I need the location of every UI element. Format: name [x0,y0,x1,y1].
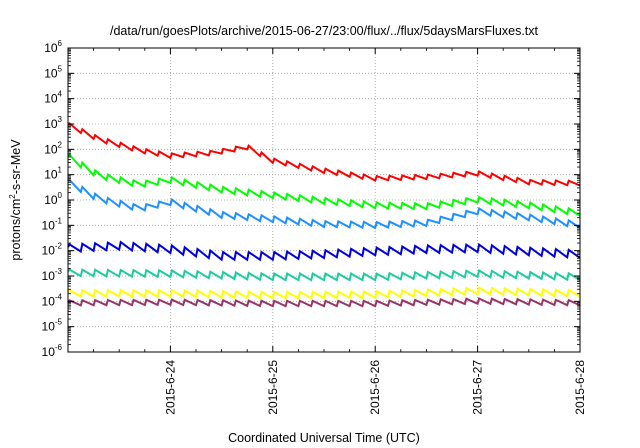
y-tick-label: 10-1 [42,216,63,232]
y-tick-label: 10-5 [42,318,63,334]
y-tick-base: 10 [42,320,56,334]
y-axis-label-rest: -s-sr-MeV [9,139,23,195]
y-tick-label: 102 [44,140,62,156]
y-tick-exp: -4 [55,292,63,301]
series-line [67,240,581,262]
y-axis-label-base: protons/cm [9,199,23,261]
y-tick-base: 10 [42,269,56,283]
y-tick-label: 104 [44,90,62,106]
x-axis-ticks: 2015-6-24 2015-6-25 2015-6-26 2015-6-27 2015… [93,48,587,415]
y-tick-base: 10 [44,66,58,80]
y-tick-base: 10 [44,41,58,55]
y-tick-exp: -6 [55,343,63,352]
y-tick-exp: -5 [55,318,63,327]
y-tick-label: 10-3 [42,267,63,283]
y-tick-label: 10-4 [42,292,63,308]
y-tick-base: 10 [44,117,58,131]
series-line [67,286,581,300]
data-series [67,122,581,308]
series-line [67,122,581,187]
y-tick-base: 10 [42,294,56,308]
series-line [67,268,581,282]
series-line [67,178,581,230]
y-tick-exp: 0 [58,191,63,200]
y-axis-ticks: 10-610-510-410-310-210-11001011021031041… [42,39,580,359]
y-tick-exp: -2 [55,242,63,251]
series-line [67,153,581,217]
y-tick-exp: 5 [58,64,63,73]
y-tick-base: 10 [42,345,56,359]
y-tick-base: 10 [42,218,56,232]
y-tick-label: 101 [44,166,62,182]
y-tick-base: 10 [44,142,58,156]
y-tick-exp: 6 [58,39,63,48]
y-axis-label-sup: 2 [8,194,17,199]
series-line [67,297,581,308]
y-tick-exp: 2 [58,140,63,149]
y-tick-label: 106 [44,39,62,55]
y-tick-label: 105 [44,64,62,80]
y-tick-exp: -1 [55,216,63,225]
x-axis-label: Coordinated Universal Time (UTC) [228,431,420,445]
y-tick-label: 10-6 [42,343,63,359]
y-tick-base: 10 [44,193,58,207]
y-tick-label: 103 [44,115,62,131]
y-tick-exp: 1 [58,166,63,175]
y-tick-exp: -3 [55,267,63,276]
y-tick-exp: 3 [58,115,63,124]
y-tick-base: 10 [44,168,58,182]
x-tick-label: 2015-6-26 [368,360,382,415]
x-tick-label: 2015-6-27 [471,360,485,415]
y-tick-base: 10 [42,244,56,258]
y-tick-label: 100 [44,191,62,207]
y-axis-label: protons/cm2-s-sr-MeV [8,139,23,261]
y-tick-label: 10-2 [42,242,63,258]
x-tick-label: 2015-6-25 [266,360,280,415]
chart-title: /data/run/goesPlots/archive/2015-06-27/2… [110,24,539,38]
x-tick-label: 2015-6-24 [163,360,177,415]
y-tick-base: 10 [44,92,58,106]
y-tick-exp: 4 [58,90,63,99]
x-tick-label: 2015-6-28 [573,360,587,415]
